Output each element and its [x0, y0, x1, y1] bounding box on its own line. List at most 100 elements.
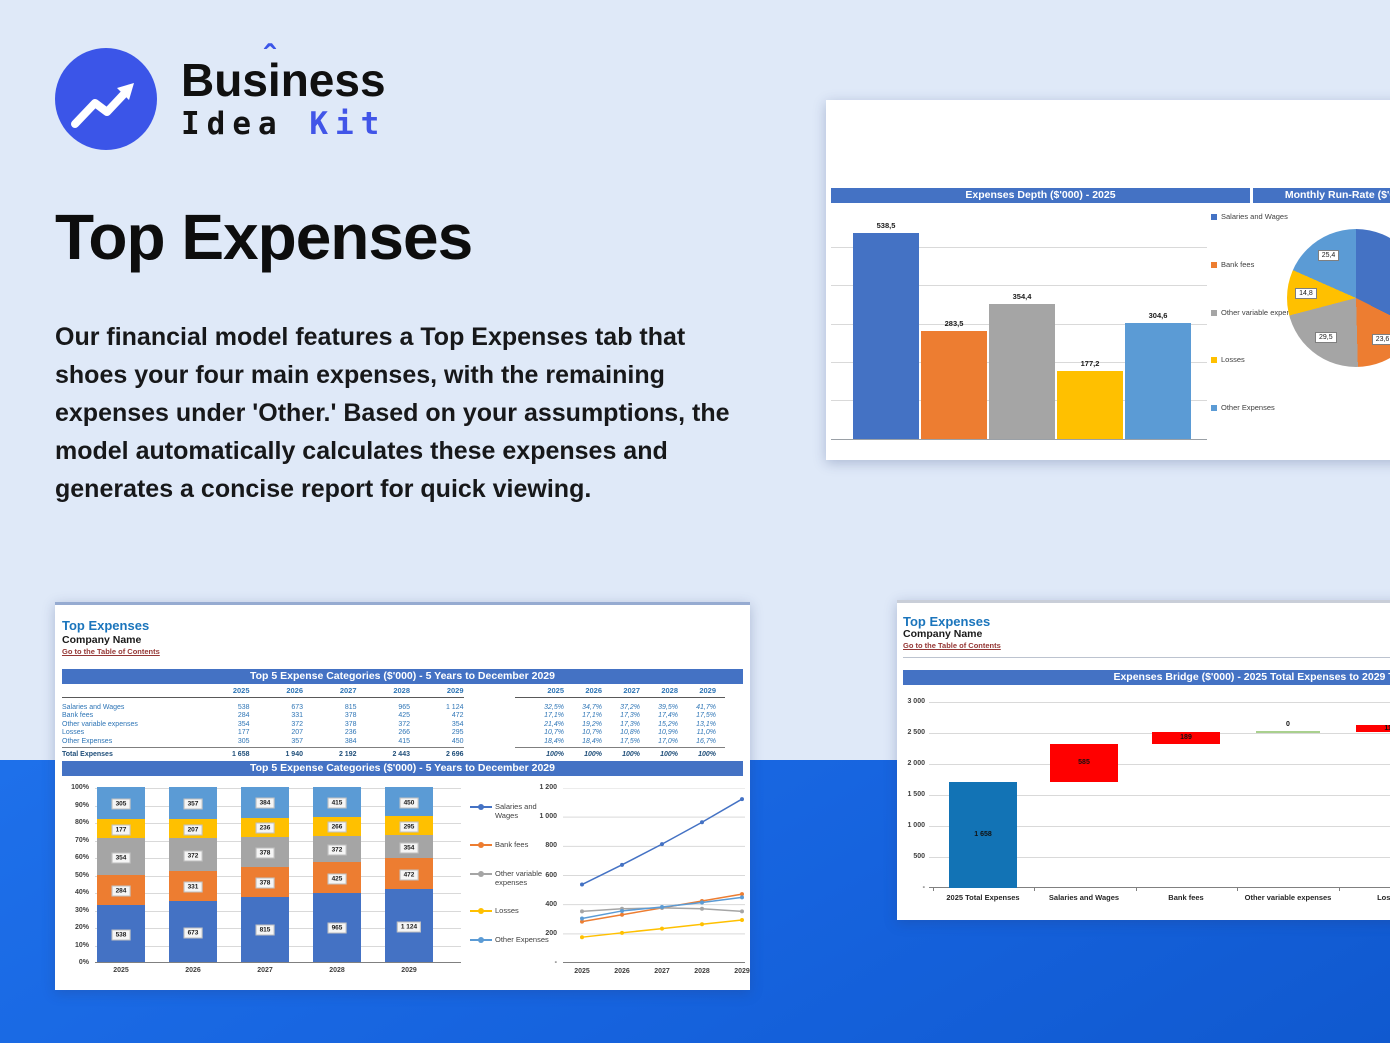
- cell: 10,7%: [582, 729, 602, 737]
- cell: 10,8%: [620, 729, 640, 737]
- axis-tick: [1135, 888, 1137, 891]
- legend-item-other-expenses: Other Expenses: [470, 935, 558, 944]
- gridline: [929, 764, 1390, 765]
- row-label: Salaries and Wages: [62, 704, 125, 711]
- cell: 21,4%: [544, 720, 564, 728]
- row-label: Total Expenses: [62, 751, 113, 759]
- data-point: [660, 842, 664, 847]
- sheet-title: Top Expenses: [903, 614, 991, 629]
- y-tick-label: 80%: [74, 819, 89, 826]
- table-row: 32,5% 34,7% 37,2% 39,5% 41,7%: [515, 704, 725, 712]
- data-point: [740, 909, 744, 914]
- line-series-salaries-and-wages: [581, 798, 743, 886]
- stack-segment-value: 450: [399, 797, 419, 809]
- depth-bar-value: 283,5: [944, 318, 964, 328]
- y-tick-label: 200: [545, 929, 557, 937]
- legend-label: Bank fees: [495, 839, 529, 849]
- depth-bar-other-variable-expenses: [989, 303, 1055, 439]
- waterfall-bar-bank-fees: [1152, 732, 1220, 745]
- x-tick-label: 2025 Total Expenses: [946, 893, 1020, 902]
- row-label: Losses: [62, 729, 85, 737]
- data-point: [660, 926, 664, 931]
- cell: 354: [237, 720, 250, 728]
- pie-slice-label-other-expenses: 25,4: [1317, 250, 1340, 262]
- y-tick-label: 20%: [74, 924, 89, 931]
- x-tick-label: 2028: [329, 967, 345, 974]
- x-tick-label: Salaries and Wages: [1048, 893, 1120, 902]
- waterfall-bar-salaries-and-wages: [1050, 744, 1118, 782]
- stack-segment-value: 538: [111, 929, 131, 941]
- cell: 15,2%: [658, 720, 678, 728]
- y-tick-label: -: [554, 959, 557, 967]
- legend-label: Losses: [1221, 355, 1245, 365]
- legend-marker-icon: [1211, 261, 1217, 268]
- stack-segment-value: 372: [183, 850, 203, 862]
- legend-item-other-variable-expenses: Other variable expenses: [470, 869, 558, 887]
- gridline: [831, 247, 1207, 249]
- cell: 17,3%: [620, 712, 640, 720]
- data-point: [580, 935, 584, 940]
- data-point: [620, 908, 624, 913]
- data-point: [620, 912, 624, 917]
- data-point: [740, 917, 744, 922]
- data-point: [620, 930, 624, 935]
- cell: 415: [398, 737, 410, 745]
- waterfall-y-axis: 3 000 2 500 2 000 1 500 1 000 500 -: [901, 600, 925, 900]
- card-expenses-bridge: Top Expenses Company Name Go to the Tabl…: [897, 600, 1390, 920]
- depth-bar-value: 304,6: [1148, 310, 1168, 320]
- table-row: Salaries and Wages 538 673 815 965 1 124: [62, 704, 464, 712]
- cell: 425: [398, 712, 410, 720]
- data-point: [700, 820, 704, 825]
- top5-chart-legend: Salaries and Wages Bank fees Other variabl…: [470, 802, 558, 944]
- cell: 965: [398, 704, 410, 711]
- table-of-contents-link[interactable]: Go to the Table of Contents: [903, 641, 1001, 650]
- y-tick-label: 2 000: [907, 760, 925, 767]
- waterfall-connector-other-variable-expenses: [1256, 731, 1320, 734]
- cell: 1 940: [285, 751, 303, 759]
- banner-expenses-bridge: Expenses Bridge ($'000) - 2025 Total Exp…: [903, 670, 1390, 685]
- banner-expenses-depth: Expenses Depth ($'000) - 2025: [831, 188, 1250, 203]
- brand-text: Busi ˆ ness Idea Kit: [181, 39, 386, 142]
- legend-line-marker-icon: [470, 936, 492, 944]
- y-tick-label: 60%: [74, 854, 89, 861]
- cell: 207: [291, 729, 303, 737]
- cell: 39,5%: [658, 704, 678, 711]
- cell: 100%: [584, 751, 602, 759]
- cell: 17,0%: [658, 737, 678, 745]
- x-tick-label: 2025: [574, 968, 590, 975]
- top5-percent-table: 2025 2026 2027 2028 2029 32,5% 34,7% 37,2% 39,5%…: [515, 686, 725, 760]
- table-row: 17,1% 17,1% 17,3% 17,4% 17,5%: [515, 712, 725, 720]
- cell: 18,4%: [582, 737, 602, 745]
- stack-segment-value: 331: [183, 881, 203, 893]
- y-tick-label: 500: [913, 853, 925, 860]
- stack-segment-value: 354: [111, 852, 131, 864]
- y-tick-label: 90%: [74, 801, 89, 809]
- stack-segment-value: 472: [399, 869, 419, 881]
- cell: 295: [451, 729, 464, 737]
- top5-stacked-bar-chart: 538 284 354 177 305 2025 673 331 372 207 357 2026 81…: [95, 787, 461, 974]
- waterfall-value: 585: [1078, 759, 1090, 767]
- table-of-contents-link[interactable]: Go to the Table of Contents: [62, 647, 160, 656]
- y-tick-label: -: [922, 884, 925, 891]
- y-tick-label: 800: [545, 842, 557, 850]
- y-tick-label: 1 500: [907, 791, 925, 798]
- legend-marker-icon: [1211, 214, 1217, 220]
- table-row: Total Expenses 1 658 1 940 2 192 2 443 2 696: [62, 748, 464, 760]
- year-header: 2026: [286, 686, 303, 695]
- table-row: 21,4% 19,2% 17,3% 15,2% 13,1%: [515, 721, 725, 729]
- cell: 17,1%: [582, 712, 602, 720]
- stack-segment-value: 266: [327, 821, 347, 833]
- cell: 357: [291, 737, 303, 745]
- expenses-bridge-waterfall-chart: 1 658 2025 Total Expenses 585 Salaries and …: [929, 696, 1390, 902]
- y-tick-label: 1 200: [539, 784, 557, 791]
- y-tick-label: 40%: [74, 889, 89, 896]
- x-tick-label: 2025: [113, 967, 129, 974]
- data-point: [740, 892, 744, 897]
- top5-line-chart: [563, 788, 745, 963]
- legend-label: Bank fees: [1221, 259, 1255, 269]
- expenses-depth-bar-chart: 538,5 283,5 354,4 177,2 304,6: [831, 210, 1207, 440]
- table-row: Other Expenses 305 357 384 415 450: [62, 737, 464, 749]
- cell: 100%: [546, 751, 564, 759]
- legend-marker-icon: [1211, 309, 1217, 316]
- year-header: 2025: [547, 686, 564, 695]
